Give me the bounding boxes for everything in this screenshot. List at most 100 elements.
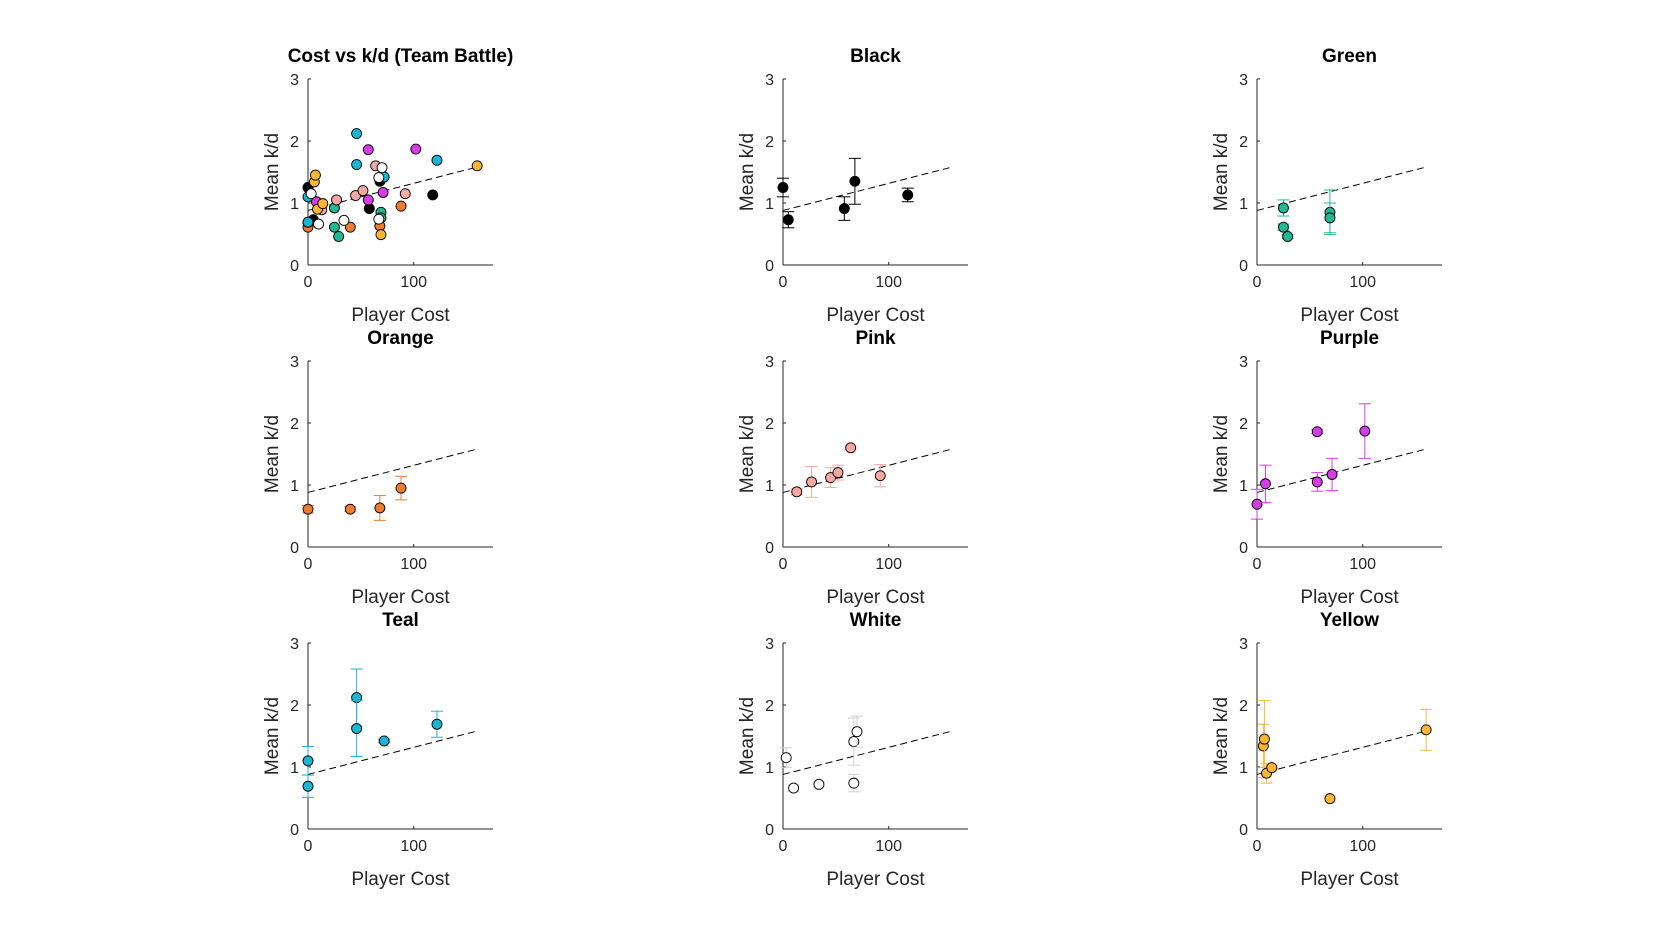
x-tick-label: 100 <box>875 556 902 573</box>
x-tick-label: 0 <box>779 556 788 573</box>
data-point <box>788 782 800 794</box>
y-tick-label: 1 <box>765 196 774 213</box>
data-point <box>838 203 850 215</box>
x-tick-label: 100 <box>400 556 427 573</box>
subplot-1: 0 1 2 3 0 100 Cost vs k/d (Team Battle) Player … <box>262 46 513 326</box>
fit-line <box>782 730 953 775</box>
data-point <box>845 442 857 454</box>
y-tick-label: 2 <box>290 698 299 715</box>
y-tick-label: 0 <box>765 822 774 839</box>
subplot-7: 0 1 2 3 0 100 Teal Player Cost Mean k/d <box>262 610 493 890</box>
x-tick-label: 0 <box>1253 274 1262 291</box>
y-tick-label: 0 <box>765 258 774 275</box>
data-point <box>395 482 407 494</box>
x-axis-label: Player Cost <box>826 587 925 608</box>
x-tick-label: 0 <box>1253 556 1262 573</box>
x-axis-label: Player Cost <box>1300 305 1399 326</box>
y-tick-label: 2 <box>290 134 299 151</box>
fit-line <box>782 166 953 211</box>
y-tick-label: 2 <box>765 134 774 151</box>
x-tick-label: 0 <box>779 838 788 855</box>
fit-line <box>307 448 478 493</box>
data-point <box>1266 762 1278 774</box>
data-point <box>471 160 483 172</box>
data-point <box>780 752 792 764</box>
subplot-5: 0 1 2 3 0 100 Pink Player Cost Mean k/d <box>737 328 968 608</box>
data-point <box>1324 793 1336 805</box>
data-point <box>1282 231 1294 242</box>
data-point <box>902 189 914 201</box>
subplot-title: Pink <box>855 328 896 349</box>
x-tick-label: 100 <box>875 274 902 291</box>
data-point <box>1260 478 1271 490</box>
data-point <box>431 718 443 730</box>
y-tick-label: 0 <box>290 258 299 275</box>
x-tick-label: 100 <box>400 274 427 291</box>
y-tick-label: 3 <box>765 354 774 371</box>
y-tick-label: 1 <box>1239 760 1248 777</box>
data-point <box>1311 476 1323 488</box>
fit-line <box>1256 448 1427 493</box>
y-tick-label: 0 <box>765 540 774 557</box>
data-point <box>378 735 390 747</box>
data-point <box>1277 202 1289 214</box>
data-point <box>777 182 789 193</box>
y-tick-label: 1 <box>290 196 299 213</box>
fit-line <box>1256 730 1427 775</box>
subplot-title: Black <box>850 46 901 67</box>
y-tick-label: 1 <box>765 760 774 777</box>
y-axis-label: Mean k/d <box>262 133 283 211</box>
data-point <box>791 486 803 498</box>
data-point <box>1251 498 1263 510</box>
x-tick-label: 100 <box>1349 274 1376 291</box>
data-point <box>1277 221 1289 233</box>
y-tick-label: 1 <box>1239 478 1248 495</box>
x-tick-label: 100 <box>1349 556 1376 573</box>
y-tick-label: 1 <box>765 478 774 495</box>
data-point <box>1326 469 1338 480</box>
data-point <box>351 128 363 140</box>
data-point <box>331 194 342 206</box>
y-axis-label: Mean k/d <box>1211 133 1232 211</box>
y-tick-label: 0 <box>290 822 299 839</box>
y-tick-label: 2 <box>1239 698 1248 715</box>
y-tick-label: 3 <box>290 354 299 371</box>
data-point <box>806 476 817 488</box>
data-point <box>362 144 374 156</box>
y-tick-label: 3 <box>1239 72 1248 89</box>
subplot-title: Yellow <box>1320 610 1379 631</box>
data-point <box>377 187 389 198</box>
data-point <box>849 175 861 187</box>
data-point <box>851 726 863 738</box>
x-tick-label: 100 <box>400 838 427 855</box>
subplot-title: Purple <box>1320 328 1379 349</box>
y-tick-label: 0 <box>290 540 299 557</box>
data-point <box>395 200 407 212</box>
subplot-9: 0 1 2 3 0 100 Yellow Player Cost Mean k/d <box>1211 610 1442 890</box>
subplot-title: Teal <box>382 610 419 631</box>
x-axis-label: Player Cost <box>351 305 450 326</box>
y-tick-label: 3 <box>1239 354 1248 371</box>
y-tick-label: 0 <box>1239 258 1248 275</box>
data-point <box>1311 426 1323 438</box>
data-point <box>338 214 350 226</box>
x-axis-label: Player Cost <box>826 305 925 326</box>
y-tick-label: 0 <box>1239 822 1248 839</box>
y-tick-label: 3 <box>765 636 774 653</box>
data-point <box>333 231 345 242</box>
data-point <box>410 143 422 155</box>
y-tick-label: 2 <box>1239 416 1248 433</box>
fit-line <box>307 730 478 775</box>
y-tick-label: 0 <box>1239 540 1248 557</box>
y-axis-label: Mean k/d <box>1211 415 1232 493</box>
data-point <box>376 162 388 174</box>
data-point <box>813 778 825 790</box>
data-point <box>302 780 314 792</box>
x-tick-label: 0 <box>1253 838 1262 855</box>
data-point <box>1258 733 1270 745</box>
x-axis-label: Player Cost <box>826 869 925 890</box>
fit-line <box>782 448 953 493</box>
data-point <box>374 502 386 514</box>
data-point <box>309 169 321 181</box>
